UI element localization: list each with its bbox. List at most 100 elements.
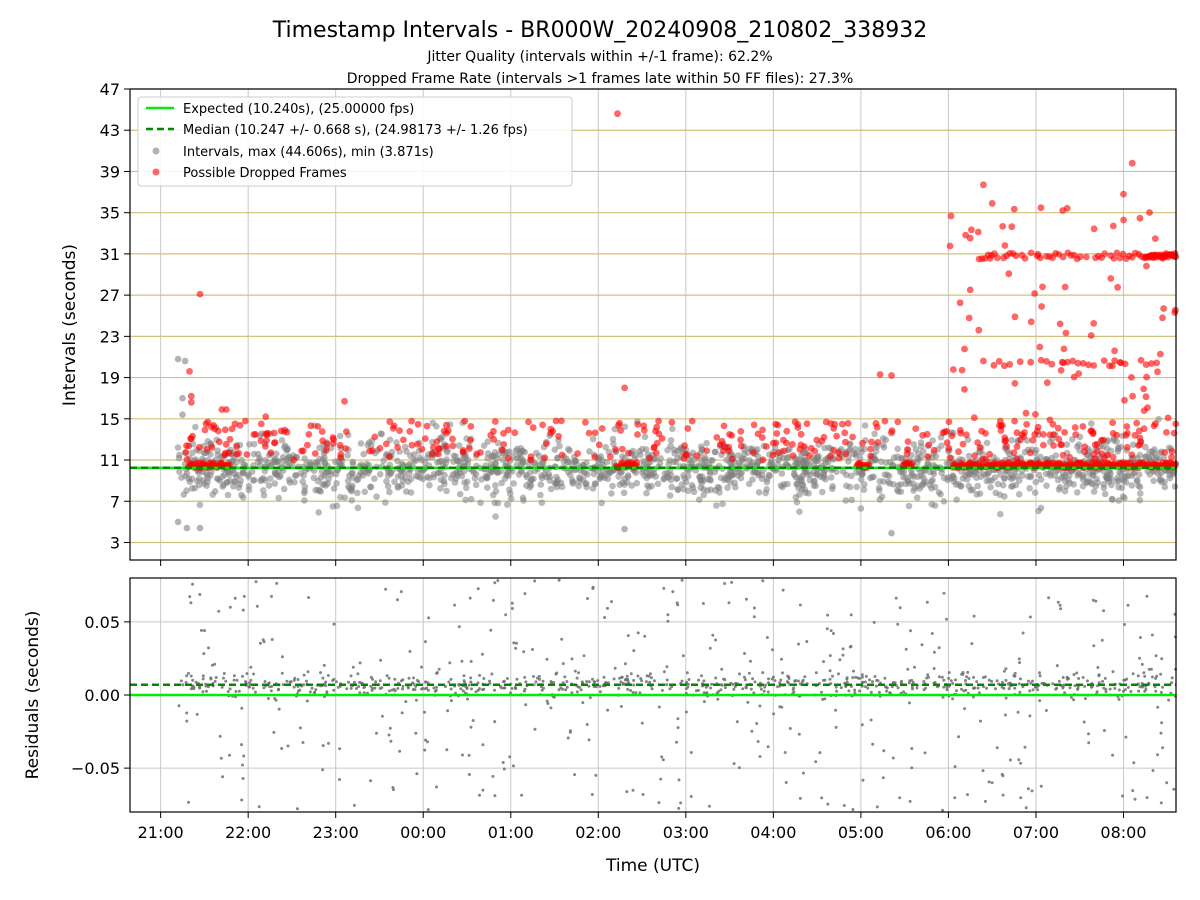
interval-point xyxy=(246,441,253,448)
residual-point xyxy=(398,749,402,753)
residual-point xyxy=(837,672,840,676)
residual-point xyxy=(251,686,255,690)
interval-point xyxy=(477,499,484,507)
residual-point xyxy=(570,691,574,695)
residual-point xyxy=(781,671,784,675)
interval-point xyxy=(876,487,883,494)
residual-point xyxy=(338,747,342,751)
residual-point xyxy=(720,683,724,687)
residual-point xyxy=(586,597,589,600)
residual-point xyxy=(1007,687,1011,691)
dropped-frame-point xyxy=(396,427,403,434)
residual-point xyxy=(524,680,528,684)
residual-point xyxy=(457,625,461,629)
interval-point xyxy=(209,491,216,498)
residual-point xyxy=(860,675,864,679)
interval-point xyxy=(883,471,891,479)
dropped-frame-point xyxy=(947,212,955,220)
dropped-frame-point xyxy=(466,445,473,452)
dropped-frame-point xyxy=(955,448,962,456)
interval-point xyxy=(265,482,273,489)
residual-point xyxy=(965,675,969,679)
dropped-frame-point xyxy=(491,418,499,425)
dropped-frame-point xyxy=(876,371,884,378)
interval-point xyxy=(814,470,822,478)
interval-point xyxy=(507,495,515,503)
residual-point xyxy=(1126,685,1130,689)
interval-point xyxy=(515,471,523,478)
residual-point xyxy=(1044,709,1048,712)
interval-point xyxy=(1035,507,1042,515)
residual-point xyxy=(657,705,661,709)
x-tick-label: 21:00 xyxy=(138,823,184,842)
residual-point xyxy=(189,687,193,691)
residual-point xyxy=(274,698,278,702)
residual-point xyxy=(825,627,829,631)
interval-point xyxy=(260,492,268,499)
residual-point xyxy=(177,704,181,708)
interval-point xyxy=(928,478,935,485)
interval-point xyxy=(321,480,328,488)
interval-point xyxy=(712,448,719,456)
residual-point xyxy=(411,688,415,691)
residual-point xyxy=(476,587,480,591)
interval-point xyxy=(713,502,720,509)
residual-point xyxy=(481,788,485,792)
dropped-frame-point xyxy=(634,431,641,438)
interval-point xyxy=(214,475,222,483)
dropped-frame-point xyxy=(257,437,265,445)
residual-point xyxy=(758,755,762,758)
dropped-frame-point xyxy=(443,442,450,450)
residual-point xyxy=(731,682,735,686)
residual-point xyxy=(1131,789,1135,793)
residual-point xyxy=(1030,789,1034,793)
interval-point xyxy=(671,450,678,457)
residual-point xyxy=(301,741,305,744)
residual-point xyxy=(387,733,391,737)
residual-point xyxy=(767,677,770,681)
residual-point xyxy=(1006,682,1010,686)
dropped-frame-point xyxy=(838,420,846,428)
dropped-frame-point xyxy=(975,326,983,334)
interval-point xyxy=(1129,441,1137,449)
interval-point xyxy=(1065,477,1072,484)
residual-point xyxy=(396,598,399,602)
residual-point xyxy=(861,680,865,684)
interval-point xyxy=(235,484,243,492)
dropped-frame-point xyxy=(319,437,327,445)
residual-point xyxy=(981,769,985,773)
residual-point xyxy=(581,701,585,705)
residual-point xyxy=(1097,681,1101,685)
interval-point xyxy=(359,472,367,479)
dropped-frame-point xyxy=(322,447,330,454)
residual-point xyxy=(564,688,568,692)
residual-point xyxy=(205,689,208,693)
residual-point xyxy=(871,742,875,746)
residual-point xyxy=(652,679,656,683)
residual-point xyxy=(801,771,805,775)
dropped-frame-point xyxy=(842,450,850,458)
dropped-frame-point xyxy=(1043,379,1051,387)
residual-point xyxy=(872,620,876,624)
interval-point xyxy=(484,438,492,445)
residual-point xyxy=(617,686,621,690)
residual-point xyxy=(876,679,880,683)
residual-point xyxy=(459,687,463,691)
residual-point xyxy=(665,665,669,669)
residual-point xyxy=(248,681,252,685)
residual-point xyxy=(853,691,857,695)
residual-point xyxy=(313,690,317,694)
residual-point xyxy=(766,745,770,749)
interval-point xyxy=(628,482,635,489)
interval-point xyxy=(301,489,308,497)
interval-point xyxy=(1160,454,1168,461)
residual-point xyxy=(1087,741,1091,745)
dropped-frame-point xyxy=(1104,451,1111,459)
interval-point xyxy=(965,452,973,460)
dropped-frame-point xyxy=(1146,209,1153,216)
interval-point xyxy=(861,422,869,429)
residual-point xyxy=(258,641,262,645)
residual-point xyxy=(1072,698,1076,702)
interval-point xyxy=(643,489,650,497)
residual-point xyxy=(362,686,366,690)
